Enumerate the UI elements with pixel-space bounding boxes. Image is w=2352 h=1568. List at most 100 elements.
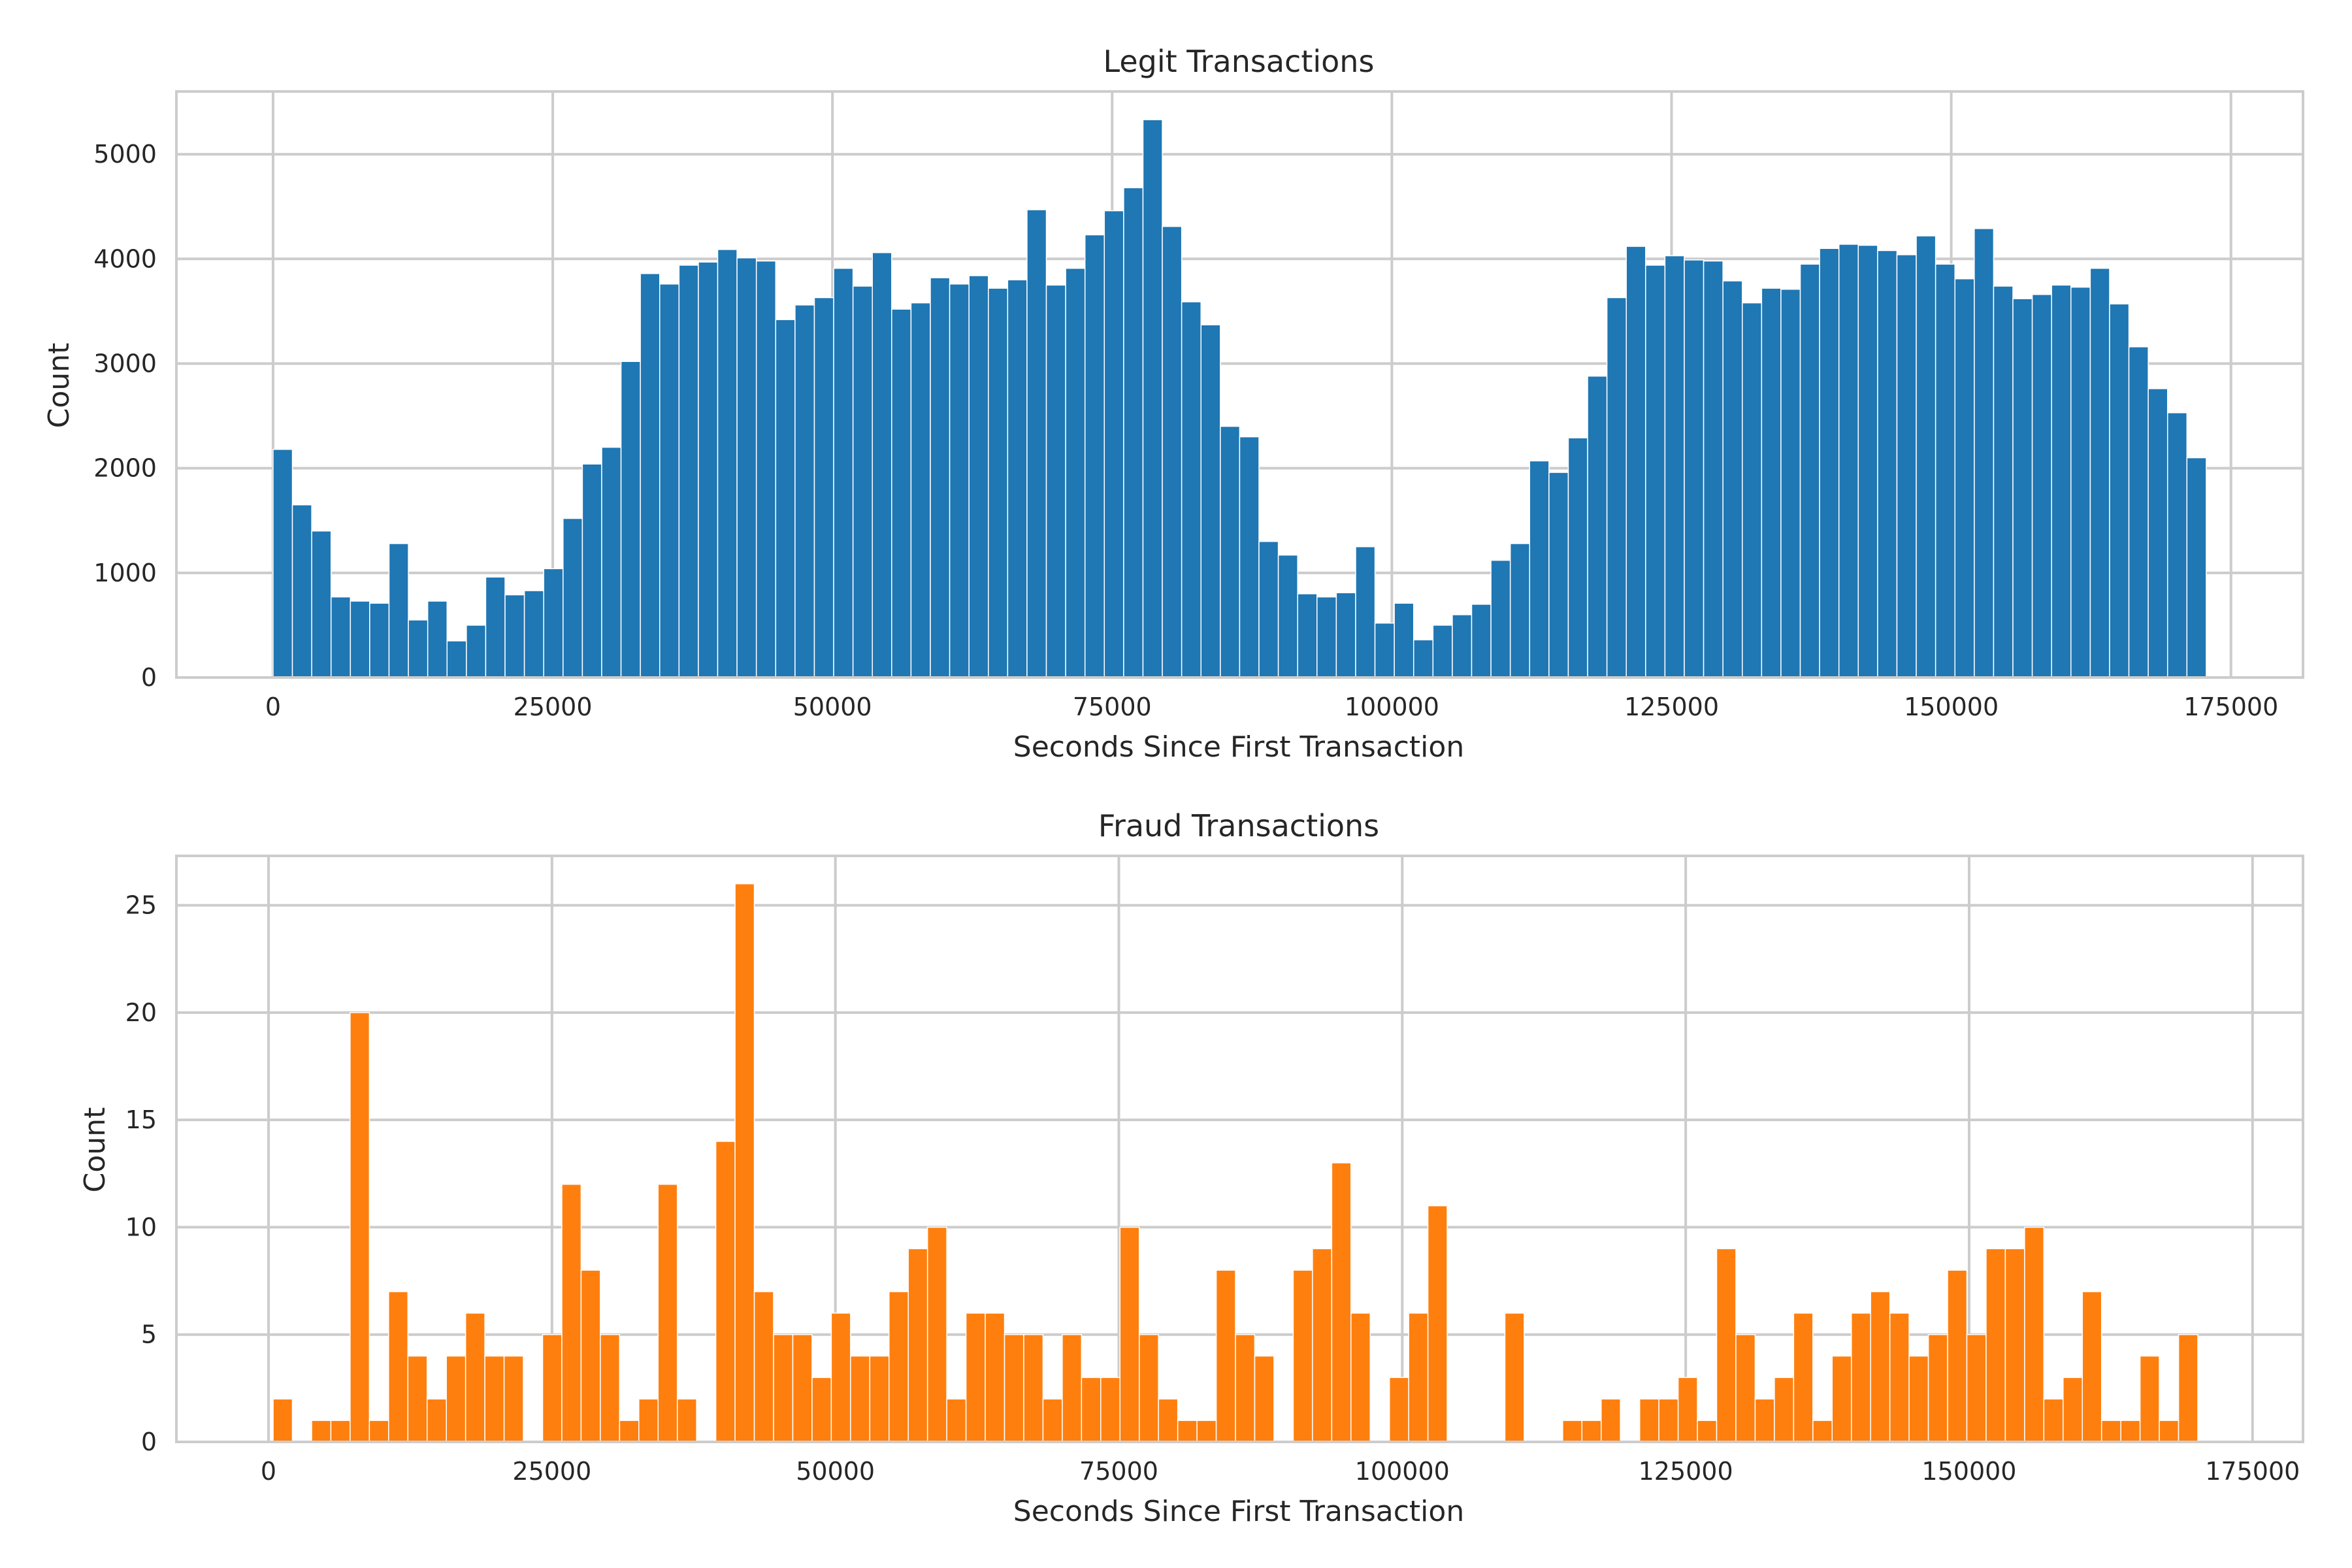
histogram-bar [1587,375,1608,678]
histogram-bar [1567,437,1588,678]
x-tick-label: 175000 [2205,1457,2300,1486]
histogram-bar [1196,1420,1217,1443]
histogram-bar [485,576,506,678]
histogram-bar [794,304,815,678]
histogram-bar [1158,1398,1179,1443]
histogram-bar [1312,1248,1333,1443]
histogram-bar [715,1141,736,1443]
x-tick-labels: 0 25000 50000 75000 100000 125000 150000 175000 [265,693,2278,721]
y-tick-label: 1000 [93,559,157,587]
histogram-bar [1529,460,1550,678]
histogram-bar [620,361,641,678]
histogram-bar [1045,284,1066,678]
histogram-bar [1452,614,1473,678]
histogram-bar [272,449,293,678]
histogram-bar [1123,187,1144,678]
y-tick-labels: 0 1000 2000 3000 4000 5000 [93,140,157,692]
histogram-bar [1625,246,1646,678]
histogram-bar [542,1333,563,1443]
histogram-bar [640,272,661,678]
histogram-bar [2148,388,2168,678]
y-axis-label: Count [42,343,76,429]
histogram-bar [581,463,602,678]
histogram-bar [968,275,989,678]
y-tick-label: 5000 [93,140,157,169]
histogram-bar [1007,279,1028,678]
histogram-bar [1142,119,1163,678]
histogram-bar [1181,301,1202,678]
histogram-bar [2051,284,2072,678]
histogram-bar [676,1398,697,1443]
histogram-bar [1985,1248,2006,1443]
histogram-bar [1974,228,1995,678]
x-tick-label: 0 [265,693,281,721]
histogram-bar [736,257,757,678]
x-tick-label: 150000 [1921,1457,2016,1486]
histogram-bar [1722,280,1743,678]
histogram-bar [753,1291,774,1443]
histogram-bar [1993,286,2014,678]
histogram-bar [388,543,409,678]
y-tick-label: 20 [125,998,157,1027]
histogram-bar [678,265,699,678]
histogram-bar [1004,1333,1024,1443]
histogram-bar [330,1420,351,1443]
x-tick-label: 75000 [1073,693,1152,721]
histogram-bar [1716,1248,1737,1443]
histogram-bar [638,1398,659,1443]
histogram-bar [2004,1248,2025,1443]
histogram-bar [1819,248,1840,678]
histogram-bar [1877,250,1898,678]
histogram-bar [2186,457,2207,678]
histogram-bar [1954,278,1975,678]
histogram-bar [484,1355,505,1443]
chart-title: Legit Transactions [1103,44,1375,79]
histogram-bar [1374,622,1395,678]
histogram-bar [580,1269,601,1443]
histogram-bar [946,1398,967,1443]
histogram-bar [2100,1420,2121,1443]
histogram-bar [291,504,312,678]
histogram-bar [1103,210,1124,678]
histogram-bar [949,283,970,678]
histogram-bar [2139,1355,2160,1443]
histogram-bar [985,1313,1005,1443]
histogram-bar [2031,293,2052,678]
histogram-bar [1335,592,1356,678]
x-tick-label: 175000 [2183,693,2278,721]
histogram-bar [503,1355,524,1443]
histogram-bar [1562,1420,1583,1443]
histogram-bar [1754,1398,1775,1443]
histogram-bar [1408,1313,1429,1443]
histogram-bar [910,302,931,678]
histogram-bar [388,1291,409,1443]
histogram-bar [755,260,777,678]
histogram-bar [2166,412,2188,678]
histogram-bar [926,1226,947,1443]
histogram-bar [1697,1420,1718,1443]
histogram-bar [408,619,429,678]
histogram-bar [1639,1398,1659,1443]
histogram-bar [1138,1333,1159,1443]
x-tick-label: 125000 [1639,1457,1733,1486]
histogram-bar [1427,1205,1448,1443]
x-tick-label: 150000 [1904,693,1999,721]
histogram-bar [2043,1398,2064,1443]
histogram-bar [1812,1420,1833,1443]
histogram-bar [1355,546,1376,678]
histogram-bar [1870,1291,1891,1443]
histogram-bar [1761,287,1782,678]
histogram-bars [272,119,2207,678]
x-tick-label: 50000 [793,693,872,721]
histogram-bar [368,1420,389,1443]
histogram-bar [601,446,622,678]
histogram-bar [311,531,332,678]
histogram-bar [1658,1398,1679,1443]
histogram-bar [523,590,544,678]
histogram-bar [1413,639,1434,678]
histogram-bar [1081,1377,1102,1443]
histogram-bar [1023,1333,1044,1443]
histogram-bar [891,308,912,678]
histogram-bar [811,1377,832,1443]
